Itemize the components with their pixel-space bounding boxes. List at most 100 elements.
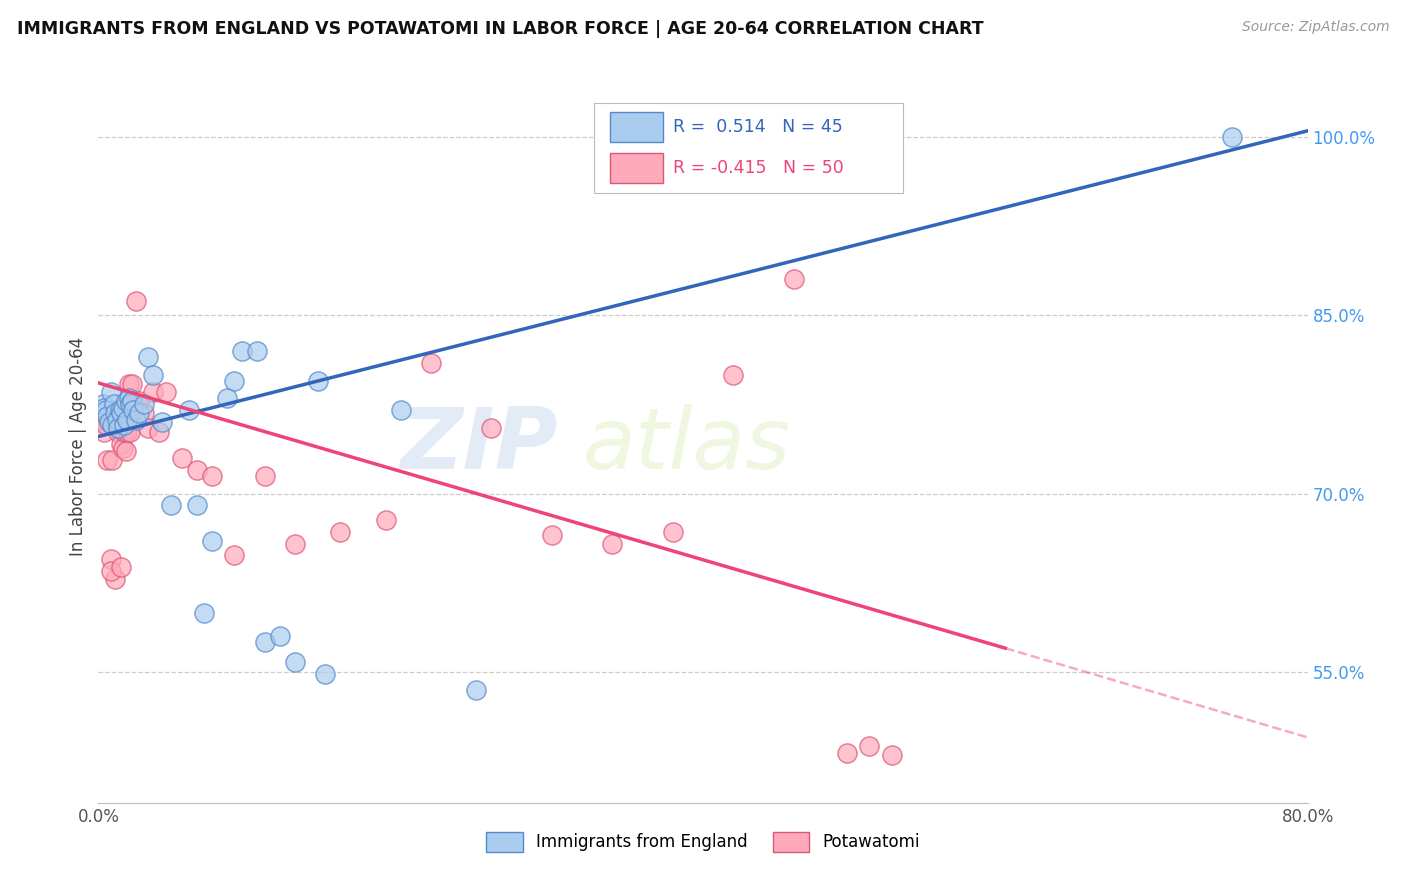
- Point: [105, 417, 128, 432]
- Point: [307, 374, 329, 388]
- Point: [132, 397, 155, 411]
- Point: [155, 385, 177, 400]
- Point: [94, 403, 117, 417]
- Point: [114, 443, 136, 458]
- Point: [224, 549, 246, 563]
- Point: [374, 513, 396, 527]
- Point: [107, 425, 129, 439]
- Point: [314, 667, 336, 681]
- Text: R = -0.415   N = 50: R = -0.415 N = 50: [672, 160, 844, 178]
- Point: [193, 606, 215, 620]
- FancyBboxPatch shape: [595, 103, 903, 193]
- Point: [540, 528, 562, 542]
- Point: [661, 524, 683, 539]
- FancyBboxPatch shape: [610, 153, 664, 184]
- Point: [179, 403, 201, 417]
- Text: Source: ZipAtlas.com: Source: ZipAtlas.com: [1241, 20, 1389, 34]
- Point: [389, 403, 412, 417]
- Point: [96, 409, 118, 424]
- Point: [160, 499, 183, 513]
- Point: [110, 436, 132, 450]
- Point: [101, 453, 124, 467]
- Point: [215, 392, 238, 406]
- Point: [1220, 129, 1243, 144]
- Point: [110, 560, 132, 574]
- Point: [91, 397, 114, 411]
- Point: [111, 401, 134, 415]
- Point: [100, 552, 122, 566]
- Point: [142, 385, 165, 400]
- Point: [858, 739, 880, 753]
- Point: [329, 524, 352, 539]
- Point: [246, 343, 269, 358]
- Point: [105, 413, 128, 427]
- Y-axis label: In Labor Force | Age 20-64: In Labor Force | Age 20-64: [69, 336, 87, 556]
- Point: [284, 656, 307, 670]
- Point: [115, 413, 138, 427]
- Point: [150, 415, 173, 429]
- Text: atlas: atlas: [582, 404, 790, 488]
- Point: [118, 392, 141, 406]
- Point: [186, 463, 208, 477]
- Point: [114, 393, 136, 408]
- Point: [253, 468, 276, 483]
- Point: [112, 417, 135, 432]
- Point: [107, 421, 129, 435]
- Point: [108, 417, 131, 432]
- Point: [91, 413, 114, 427]
- Point: [201, 468, 224, 483]
- Text: IMMIGRANTS FROM ENGLAND VS POTAWATOMI IN LABOR FORCE | AGE 20-64 CORRELATION CHA: IMMIGRANTS FROM ENGLAND VS POTAWATOMI IN…: [17, 20, 984, 37]
- Point: [96, 453, 118, 467]
- Point: [253, 635, 276, 649]
- Point: [284, 536, 307, 550]
- Text: R =  0.514   N = 45: R = 0.514 N = 45: [672, 119, 842, 136]
- Point: [108, 403, 131, 417]
- Point: [93, 425, 115, 439]
- Point: [835, 746, 858, 760]
- Point: [132, 406, 155, 420]
- Point: [201, 534, 224, 549]
- Point: [94, 417, 117, 432]
- Point: [111, 442, 134, 456]
- Point: [136, 421, 159, 435]
- Point: [481, 421, 503, 435]
- Point: [148, 425, 170, 439]
- Point: [115, 425, 138, 439]
- Point: [101, 417, 124, 432]
- Point: [93, 401, 115, 415]
- Point: [112, 425, 135, 439]
- Point: [121, 393, 143, 408]
- Point: [122, 403, 145, 417]
- Legend: Immigrants from England, Potawatomi: Immigrants from England, Potawatomi: [479, 825, 927, 859]
- Point: [723, 368, 745, 382]
- Point: [100, 385, 122, 400]
- Point: [420, 356, 443, 370]
- Point: [465, 682, 488, 697]
- Text: ZIP: ZIP: [401, 404, 558, 488]
- Point: [103, 397, 125, 411]
- Point: [103, 409, 125, 424]
- Point: [186, 499, 208, 513]
- Point: [104, 572, 127, 586]
- Point: [118, 377, 141, 392]
- Point: [98, 413, 121, 427]
- Point: [783, 272, 806, 286]
- Point: [170, 450, 193, 465]
- Point: [120, 397, 142, 411]
- Point: [128, 393, 150, 408]
- Point: [128, 406, 150, 420]
- Point: [224, 374, 246, 388]
- Point: [125, 413, 148, 427]
- Point: [122, 403, 145, 417]
- Point: [120, 425, 142, 439]
- Point: [880, 748, 903, 763]
- Point: [121, 377, 143, 392]
- Point: [125, 293, 148, 308]
- FancyBboxPatch shape: [610, 112, 664, 143]
- Point: [602, 536, 624, 550]
- Point: [142, 368, 165, 382]
- Point: [100, 564, 122, 578]
- Point: [110, 406, 132, 420]
- Point: [104, 406, 127, 420]
- Point: [269, 629, 291, 643]
